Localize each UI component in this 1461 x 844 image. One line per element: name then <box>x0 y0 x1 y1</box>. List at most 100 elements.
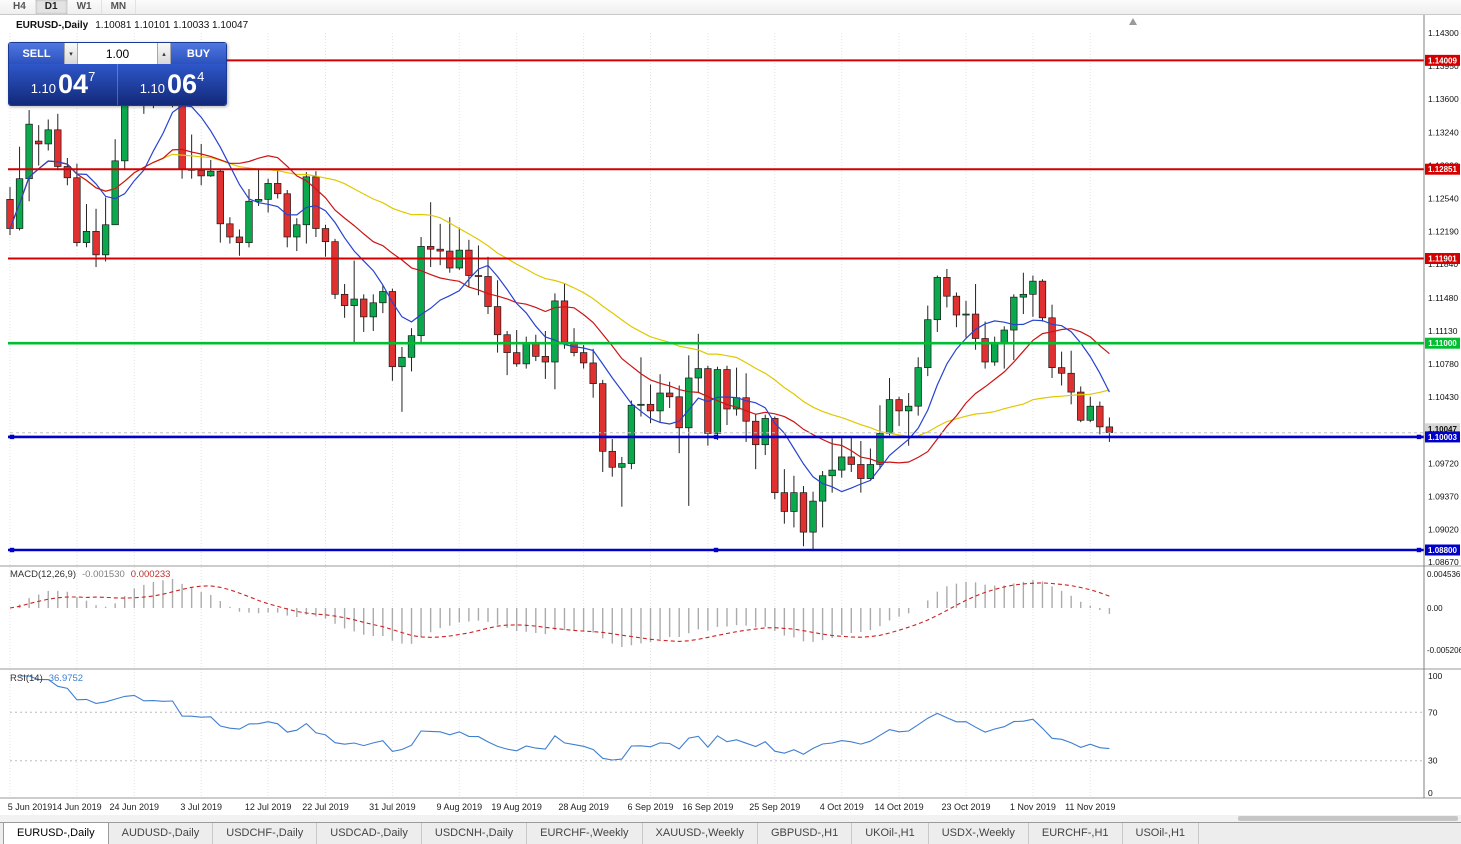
ma-8 <box>9 104 1110 493</box>
svg-text:1.12190: 1.12190 <box>1428 226 1459 236</box>
svg-text:14 Oct 2019: 14 Oct 2019 <box>875 802 924 812</box>
svg-text:1.11840: 1.11840 <box>1428 259 1458 269</box>
svg-text:31 Jul 2019: 31 Jul 2019 <box>369 802 416 812</box>
price-tag <box>1425 544 1460 556</box>
svg-text:1.10780: 1.10780 <box>1428 359 1459 369</box>
svg-text:1.11480: 1.11480 <box>1428 293 1458 303</box>
scrollbar-thumb[interactable] <box>1238 816 1458 821</box>
chart-title: EURUSD-,Daily 1.10081 1.10101 1.10033 1.1… <box>16 20 249 31</box>
svg-text:11 Nov 2019: 11 Nov 2019 <box>1065 802 1115 812</box>
price-tag <box>1425 423 1460 435</box>
price-tag <box>1425 54 1460 66</box>
horizontal-scrollbar[interactable] <box>0 815 1461 822</box>
ma-17 <box>9 148 1110 464</box>
price-tag <box>1425 431 1460 443</box>
svg-text:1.12851: 1.12851 <box>1428 165 1457 174</box>
chart-tabbar: EURUSD-,Daily AUDUSD-,Daily USDCHF-,Daily U… <box>0 822 1461 844</box>
volume-input[interactable] <box>78 43 157 64</box>
svg-text:1.10003: 1.10003 <box>1428 433 1457 442</box>
svg-text:1.13240: 1.13240 <box>1428 128 1459 138</box>
tab-audusd-daily[interactable]: AUDUSD-,Daily <box>109 823 214 844</box>
svg-text:5 Jun 2019: 5 Jun 2019 <box>8 802 53 812</box>
svg-text:23 Oct 2019: 23 Oct 2019 <box>941 802 990 812</box>
tab-xauusd-weekly[interactable]: XAUUSD-,Weekly <box>643 823 758 844</box>
indicator-panes <box>9 578 1424 762</box>
svg-text:16 Sep 2019: 16 Sep 2019 <box>682 802 733 812</box>
buy-button[interactable]: BUY <box>171 43 226 64</box>
svg-text:100: 100 <box>1428 671 1442 681</box>
date-axis[interactable]: 5 Jun 2019 14 Jun 2019 24 Jun 2019 3 Jul 20… <box>8 802 1116 812</box>
svg-text:1.10430: 1.10430 <box>1428 392 1459 402</box>
ma-34 <box>9 153 1110 437</box>
tab-usdx-weekly[interactable]: USDX-,Weekly <box>929 823 1029 844</box>
tab-gbpusd-h1[interactable]: GBPUSD-,H1 <box>758 823 853 844</box>
rsi-label: RSI(14) 36.9752 <box>10 673 83 684</box>
sell-price-prefix: 1.10 <box>30 81 57 96</box>
svg-text:1.10047: 1.10047 <box>1428 425 1457 434</box>
volume-decrease-button[interactable]: ▾ <box>64 43 78 64</box>
svg-text:0.004536: 0.004536 <box>1427 570 1461 579</box>
horizontal-lines[interactable] <box>8 59 1424 553</box>
period-toolbar: H4 D1 W1 MN <box>0 0 1461 15</box>
svg-text:1.09370: 1.09370 <box>1428 491 1459 501</box>
svg-text:1.13600: 1.13600 <box>1428 94 1459 104</box>
moving-averages <box>9 104 1110 493</box>
svg-text:0: 0 <box>1428 788 1433 798</box>
buy-price-prefix: 1.10 <box>139 81 166 96</box>
svg-text:1 Nov 2019: 1 Nov 2019 <box>1010 802 1056 812</box>
svg-text:19 Aug 2019: 19 Aug 2019 <box>491 802 542 812</box>
svg-text:1.14300: 1.14300 <box>1428 28 1459 38</box>
svg-text:30: 30 <box>1428 756 1438 766</box>
tab-ukoil-h1[interactable]: UKOil-,H1 <box>852 823 929 844</box>
tab-usdcad-daily[interactable]: USDCAD-,Daily <box>317 823 422 844</box>
timeframe-button-mn[interactable]: MN <box>102 0 137 14</box>
macd-label: MACD(12,26,9) -0.001530 0.000233 <box>10 569 170 580</box>
rsi-line <box>19 675 1110 761</box>
price-tag <box>1425 163 1460 175</box>
svg-text:1.11901: 1.11901 <box>1428 255 1457 264</box>
tab-usdcnh-daily[interactable]: USDCNH-,Daily <box>422 823 528 844</box>
svg-text:1.11130: 1.11130 <box>1428 326 1458 336</box>
buy-price-pip: 4 <box>197 69 205 84</box>
macd-signal-line <box>9 582 1110 642</box>
timeframe-button-d1[interactable]: D1 <box>35 0 68 14</box>
svg-text:70: 70 <box>1428 707 1438 717</box>
sell-button[interactable]: SELL <box>9 43 64 64</box>
svg-text:24 Jun 2019: 24 Jun 2019 <box>110 802 160 812</box>
svg-text:9 Aug 2019: 9 Aug 2019 <box>437 802 483 812</box>
svg-text:0.00: 0.00 <box>1427 604 1443 613</box>
svg-text:25 Sep 2019: 25 Sep 2019 <box>749 802 800 812</box>
tab-usoil-h1[interactable]: USOil-,H1 <box>1123 823 1200 844</box>
price-tag <box>1425 253 1460 265</box>
svg-text:22 Jul 2019: 22 Jul 2019 <box>302 802 349 812</box>
candles-layer <box>6 49 1114 551</box>
chart-window: 1.143001.139501.136001.132401.128901.125… <box>0 15 1461 822</box>
svg-text:-0.005206: -0.005206 <box>1427 646 1461 655</box>
timeframe-button-h4[interactable]: H4 <box>4 0 36 14</box>
tab-eurusd-daily[interactable]: EURUSD-,Daily <box>3 823 109 844</box>
tab-eurchf-h1[interactable]: EURCHF-,H1 <box>1029 823 1123 844</box>
tab-usdchf-daily[interactable]: USDCHF-,Daily <box>213 823 318 844</box>
price-scale[interactable]: 1.143001.139501.136001.132401.128901.125… <box>1425 28 1461 798</box>
svg-text:1.14009: 1.14009 <box>1428 56 1457 65</box>
chevron-up-icon: ▴ <box>162 50 166 58</box>
buy-price-big: 06 <box>167 69 198 99</box>
sell-price-pip: 7 <box>88 69 96 84</box>
volume-increase-button[interactable]: ▴ <box>157 43 171 64</box>
timeframe-button-w1[interactable]: W1 <box>68 0 102 14</box>
svg-text:1.09720: 1.09720 <box>1428 459 1459 469</box>
buy-price-display[interactable]: 1.10 06 4 <box>118 64 226 105</box>
sell-price-display[interactable]: 1.10 04 7 <box>9 64 118 105</box>
svg-text:12 Jul 2019: 12 Jul 2019 <box>245 802 292 812</box>
price-tag <box>1425 337 1460 349</box>
chart-plot[interactable]: 1.143001.139501.136001.132401.128901.125… <box>0 15 1461 822</box>
sell-price-big: 04 <box>58 69 89 99</box>
grid-lines <box>9 33 1091 798</box>
tab-eurchf-weekly[interactable]: EURCHF-,Weekly <box>527 823 643 844</box>
svg-text:4 Oct 2019: 4 Oct 2019 <box>820 802 864 812</box>
svg-text:28 Aug 2019: 28 Aug 2019 <box>558 802 609 812</box>
svg-text:3 Jul 2019: 3 Jul 2019 <box>180 802 222 812</box>
svg-text:1.13950: 1.13950 <box>1428 61 1459 71</box>
svg-text:1.09020: 1.09020 <box>1428 524 1459 534</box>
